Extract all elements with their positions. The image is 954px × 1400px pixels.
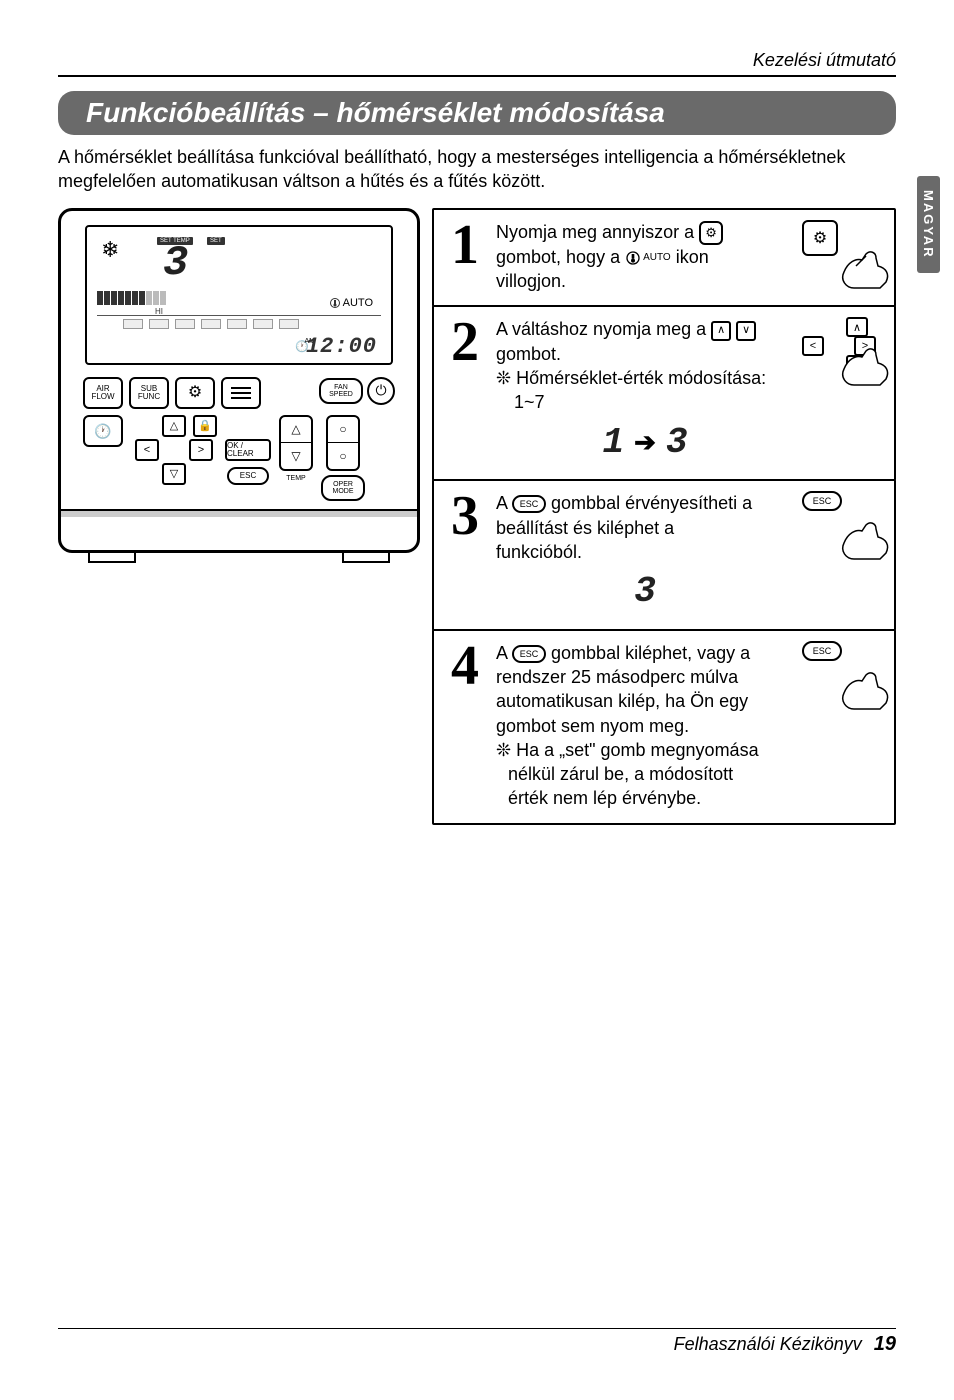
auto-icon: AUTO (329, 297, 373, 309)
fan-speed-button[interactable]: FAN SPEED (319, 378, 363, 404)
mode-circle-buttons[interactable]: ○ ○ (326, 415, 360, 471)
snowflake-icon: ❄ (101, 237, 119, 263)
step-3: 3 A ESC gombbal érvényesítheti a beállít… (432, 479, 896, 630)
power-button[interactable]: ⏻ (367, 377, 395, 405)
schedule-days-icon (123, 319, 299, 329)
step-number: 4 (444, 641, 486, 691)
step-1-graphic: ⚙ (802, 220, 884, 284)
sub-func-button[interactable]: SUB FUNC (129, 377, 169, 409)
step-2: 2 A váltáshoz nyomja meg a ∧ ∨ gombot. ❊… (432, 305, 896, 481)
esc-icon: ESC (512, 645, 546, 663)
step-4: 4 A ESC gombbal kiléphet, vagy a rendsze… (432, 629, 896, 825)
remote-display: ❄ SET TEMP SET 3 HI AUTO (85, 225, 393, 365)
page-number: 19 (874, 1333, 896, 1356)
air-flow-button[interactable]: AIR FLOW (83, 377, 123, 409)
esc-icon: ESC (512, 495, 546, 513)
header-caption: Kezelési útmutató (58, 50, 896, 71)
remote-illustration: ❄ SET TEMP SET 3 HI AUTO (58, 208, 420, 553)
step-1: 1 Nyomja meg annyiszor a ⚙ gombot, hogy … (432, 208, 896, 308)
auto-badge-icon: AUTO (625, 250, 671, 266)
arrow-pad: △ ▽ < > 🔒 (131, 415, 217, 485)
footer-title: Felhasználói Kézikönyv (674, 1334, 862, 1355)
right-button[interactable]: > (189, 439, 213, 461)
section-title: Funkcióbeállítás – hőmérséklet módosítás… (58, 91, 896, 135)
arrow-right-icon: ➔ (634, 425, 656, 460)
value-transition: 1 ➔ 3 (496, 419, 794, 468)
esc-icon: ESC (802, 491, 842, 511)
language-tab: MAGYAR (917, 176, 940, 273)
step-number: 2 (444, 317, 486, 367)
display-time: 12:00 (306, 334, 377, 359)
hand-icon (836, 515, 892, 561)
display-big-value: 3 (163, 239, 190, 287)
ok-clear-button[interactable]: OK / CLEAR (225, 439, 271, 461)
vent-button[interactable] (221, 377, 261, 409)
step-number: 1 (444, 220, 486, 270)
down-icon: ∨ (736, 321, 756, 341)
hand-icon (836, 341, 892, 387)
set-badge: SET (207, 237, 225, 245)
hand-icon (836, 665, 892, 711)
hand-icon (836, 244, 892, 290)
header-rule (58, 75, 896, 77)
intro-text: A hőmérséklet beállítása funkcióval beál… (58, 145, 896, 194)
step-2-graphic: ∧ ∨ < > (802, 317, 884, 381)
esc-button[interactable]: ESC (227, 467, 269, 485)
up-icon: ∧ (711, 321, 731, 341)
esc-icon: ESC (802, 641, 842, 661)
value-result: 3 (496, 568, 794, 617)
step-4-graphic: ESC (802, 641, 884, 705)
gear-icon: ⚙ (802, 220, 838, 256)
page-footer: Felhasználói Kézikönyv 19 (58, 1328, 896, 1356)
lock-icon: 🔒 (193, 415, 217, 437)
settings-gear-button[interactable]: ⚙ (175, 377, 215, 409)
down-button[interactable]: ▽ (162, 463, 186, 485)
timer-button[interactable]: 🕐 (83, 415, 123, 447)
oper-mode-button[interactable]: OPER MODE (321, 475, 365, 501)
temp-label: TEMP (286, 475, 305, 482)
gear-icon: ⚙ (699, 221, 723, 245)
temp-up-down[interactable]: △ ▽ (279, 415, 313, 471)
fan-bars-icon (97, 291, 166, 305)
up-button[interactable]: △ (162, 415, 186, 437)
left-button[interactable]: < (135, 439, 159, 461)
step-3-graphic: ESC (802, 491, 884, 555)
step-number: 3 (444, 491, 486, 541)
